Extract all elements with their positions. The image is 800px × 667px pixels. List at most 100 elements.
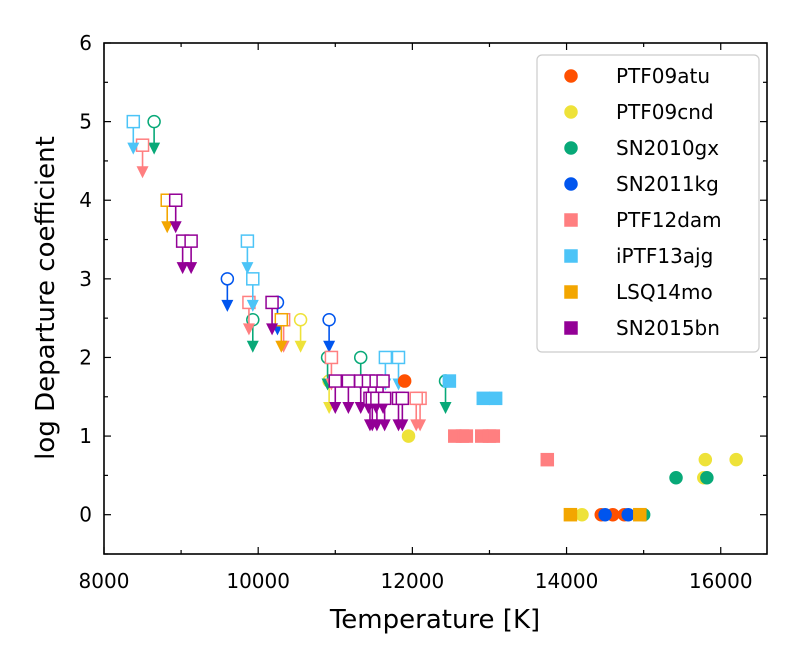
legend-marker-sn2011kg xyxy=(564,177,578,191)
upper-limit-arrowhead xyxy=(342,402,355,415)
upper-limit-symbol xyxy=(168,193,183,207)
data-point-iptf13ajg xyxy=(488,391,503,406)
upper-limit-arrowhead xyxy=(161,221,174,234)
x-axis-label: Temperature [K] xyxy=(329,605,540,635)
upper-limit-symbol xyxy=(353,350,368,365)
upper-limit-symbol xyxy=(126,114,141,129)
upper-limit-arrowhead xyxy=(185,262,198,275)
legend-box xyxy=(536,54,760,353)
upper-limit-arrowhead xyxy=(136,166,149,179)
upper-limit-arrowhead xyxy=(410,419,423,432)
x-tick-label: 16000 xyxy=(689,569,753,593)
upper-limit-arrowhead xyxy=(246,299,259,312)
upper-limit-iptf13ajg xyxy=(391,350,406,391)
upper-limit-arrowhead xyxy=(148,142,161,155)
upper-limit-iptf13ajg xyxy=(246,272,260,312)
upper-limit-arrowhead xyxy=(439,402,452,415)
legend-marker-ptf09atu xyxy=(564,69,578,83)
upper-limit-arrowhead xyxy=(241,262,254,275)
upper-limit-symbol xyxy=(274,312,289,327)
upper-limit-arrowhead xyxy=(266,323,279,336)
data-point-sn2011kg xyxy=(621,507,635,522)
upper-limit-symbol xyxy=(240,234,255,248)
legend-marker-sn2015bn xyxy=(564,321,578,335)
upper-limit-arrowhead xyxy=(370,419,383,432)
y-tick-label: 0 xyxy=(79,503,92,527)
plot-content xyxy=(126,114,743,522)
upper-limit-symbol xyxy=(220,272,235,286)
y-axis-label: log Departure coefficient xyxy=(31,136,61,460)
upper-limit-ptf12dam xyxy=(409,391,423,432)
upper-limit-sn2015bn xyxy=(168,193,183,234)
legend-marker-ptf09cnd xyxy=(564,105,578,119)
upper-limit-sn2015bn xyxy=(341,374,356,415)
data-point-lsq14mo xyxy=(633,507,647,522)
legend-label-sn2015bn: SN2015bn xyxy=(616,316,720,340)
upper-limit-lsq14mo xyxy=(274,312,289,353)
data-point-ptf09cnd xyxy=(575,507,589,522)
data-point-lsq14mo xyxy=(563,507,578,522)
legend-marker-sn2010gx xyxy=(564,141,578,155)
data-point-ptf09cnd xyxy=(401,429,416,443)
upper-limit-sn2015bn xyxy=(377,391,392,432)
data-point-iptf13ajg xyxy=(442,374,457,388)
upper-limit-arrowhead xyxy=(323,340,336,353)
data-point-sn2011kg xyxy=(598,507,612,522)
x-tick-label: 10000 xyxy=(226,569,290,593)
upper-limit-sn2010gx xyxy=(246,312,260,353)
y-tick-label: 6 xyxy=(79,31,92,55)
upper-limit-symbol xyxy=(322,312,336,327)
legend-label-ptf12dam: PTF12dam xyxy=(616,208,722,232)
y-tick-label: 3 xyxy=(79,267,92,291)
upper-limit-arrowhead xyxy=(396,419,409,432)
upper-limit-sn2015bn xyxy=(265,295,279,336)
y-tick-label: 1 xyxy=(79,424,92,448)
data-point-ptf12dam xyxy=(486,429,501,443)
x-tick-label: 8000 xyxy=(79,569,130,593)
upper-limit-ptf12dam xyxy=(135,138,150,179)
upper-limit-symbol xyxy=(378,350,393,365)
legend-label-sn2011kg: SN2011kg xyxy=(616,172,719,196)
legend-label-sn2010gx: SN2010gx xyxy=(616,136,719,160)
data-point-ptf12dam xyxy=(459,429,474,443)
upper-limit-ptf09cnd xyxy=(293,312,308,353)
upper-limit-symbol xyxy=(377,391,392,406)
upper-limit-arrowhead xyxy=(378,419,391,432)
upper-limit-iptf13ajg xyxy=(240,234,255,275)
legend: PTF09atu PTF09cnd SN2010gx SN2011kg PTF12dam… xyxy=(536,54,760,353)
legend-label-iptf13ajg: iPTF13ajg xyxy=(616,244,713,268)
data-point-iptf13ajg xyxy=(476,391,491,406)
upper-limit-iptf13ajg xyxy=(126,114,141,155)
legend-marker-lsq14mo xyxy=(564,285,578,299)
upper-limit-arrowhead xyxy=(169,221,182,234)
upper-limit-symbol xyxy=(341,374,356,388)
data-point-ptf12dam xyxy=(540,452,555,467)
y-tick-label: 2 xyxy=(79,345,92,369)
upper-limit-sn2015bn xyxy=(395,391,410,432)
upper-limit-symbol xyxy=(409,391,423,406)
legend-marker-ptf12dam xyxy=(564,213,578,227)
upper-limit-symbol xyxy=(293,312,308,327)
upper-limit-symbol xyxy=(395,391,410,406)
data-point-sn2010gx xyxy=(669,470,683,485)
upper-limit-symbol xyxy=(184,234,198,248)
upper-limit-sn2015bn xyxy=(328,374,343,415)
data-point-ptf09cnd xyxy=(729,452,743,467)
upper-limit-arrowhead xyxy=(242,323,255,336)
y-tick-label: 5 xyxy=(79,110,92,134)
legend-label-ptf09cnd: PTF09cnd xyxy=(616,100,714,124)
upper-limit-sn2010gx xyxy=(147,114,161,155)
data-point-ptf09cnd xyxy=(698,452,713,467)
upper-limit-symbol xyxy=(147,114,161,129)
upper-limit-symbol xyxy=(265,295,279,310)
upper-limit-arrowhead xyxy=(127,142,140,155)
y-tick-label: 4 xyxy=(79,188,92,212)
data-point-ptf09atu xyxy=(397,374,412,388)
upper-limit-arrowhead xyxy=(246,340,259,353)
upper-limit-symbol xyxy=(391,350,406,365)
upper-limit-symbol xyxy=(376,374,390,388)
upper-limit-symbol xyxy=(328,374,343,388)
upper-limit-symbol xyxy=(246,272,260,286)
x-tick-label: 12000 xyxy=(381,569,445,593)
upper-limit-symbol xyxy=(324,350,339,365)
